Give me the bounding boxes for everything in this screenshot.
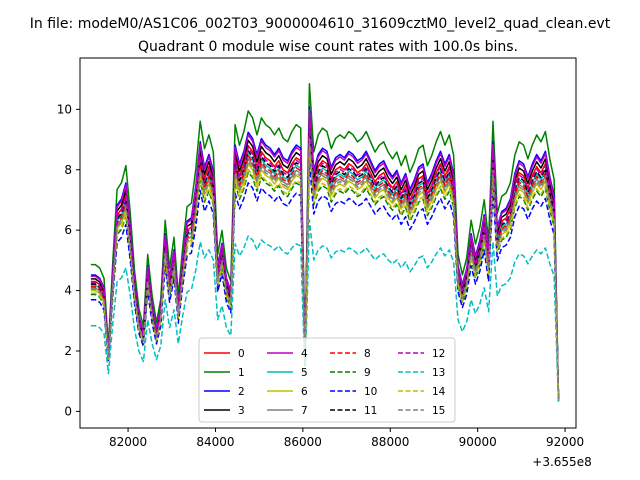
x-tick-label: 88000 [371,435,409,449]
legend-label-14: 14 [432,386,446,398]
figure-suptitle: In file: modeM0/AS1C06_002T03_9000004610… [30,16,611,32]
legend-label-1: 1 [238,367,245,379]
series-line-9 [90,149,560,401]
legend-label-3: 3 [238,405,245,417]
series-line-10 [90,161,560,402]
legend-label-12: 12 [432,348,445,360]
x-tick-label: 90000 [459,435,497,449]
series-line-12 [90,123,560,400]
legend-label-9: 9 [364,367,371,379]
plot-frame [79,57,577,429]
legend-label-15: 15 [432,405,445,417]
series-line-1 [90,82,560,398]
x-axis: 82000 84000 86000 88000 90000 92000 [109,428,584,449]
y-axis: 0 2 4 6 8 10 [57,102,80,418]
series-line-15 [90,138,560,401]
legend-label-10: 10 [364,386,377,398]
x-tick-label: 84000 [196,435,234,449]
x-offset-label: +3.655e8 [532,455,591,469]
legend-label-2: 2 [238,386,245,398]
series-line-14 [90,146,560,401]
legend-label-8: 8 [364,348,371,360]
chart-title: Quadrant 0 module wise count rates with … [138,39,518,55]
legend-label-11: 11 [364,405,377,417]
legend-frame [198,337,456,423]
y-tick-label: 8 [64,163,72,177]
y-tick-label: 0 [64,404,72,418]
legend-label-7: 7 [301,405,308,417]
x-tick-label: 82000 [109,435,147,449]
y-tick-label: 4 [64,284,72,298]
y-tick-label: 6 [64,223,72,237]
series-layer [90,82,560,404]
y-tick-label: 2 [64,344,72,358]
x-tick-label: 86000 [284,435,322,449]
legend-label-4: 4 [301,348,308,360]
plot-area [79,57,577,429]
legend-label-13: 13 [432,367,445,379]
legend-label-0: 0 [238,348,245,360]
x-tick-label: 92000 [546,435,584,449]
y-tick-label: 10 [57,102,72,116]
series-line-13 [90,219,560,404]
legend-label-6: 6 [301,386,308,398]
legend-label-5: 5 [301,367,308,379]
